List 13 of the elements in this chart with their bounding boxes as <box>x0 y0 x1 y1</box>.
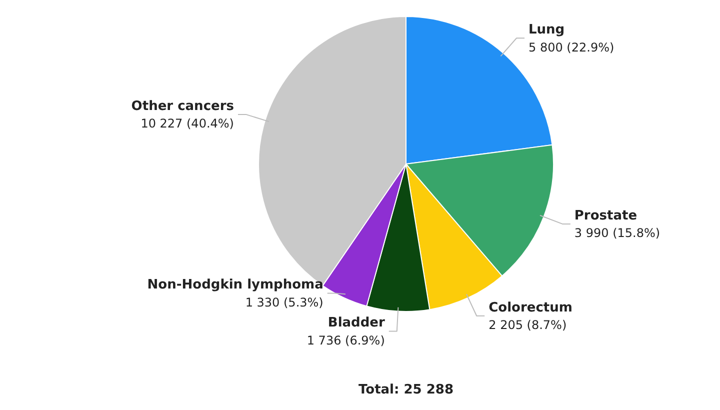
data-label: 10 227 (40.4%) <box>140 116 234 131</box>
slice-label: Colorectum <box>488 300 572 316</box>
data-label: 1 330 (5.3%) <box>245 295 324 310</box>
data-label: 1 736 (6.9%) <box>306 333 385 348</box>
data-label: 5 800 (22.9%) <box>528 40 614 54</box>
text: Total: 25 288 <box>358 382 454 398</box>
data-label: 2 205 (8.7%) <box>488 318 567 332</box>
slice-label: Prostate <box>574 208 638 224</box>
slice-label: Bladder <box>328 316 386 331</box>
slice-label: Non-Hodgkin lymphoma <box>147 278 324 293</box>
slice-label: Lung <box>528 22 565 38</box>
data-label: 3 990 (15.8%) <box>574 226 660 240</box>
slice-label: Other cancers <box>131 98 234 114</box>
